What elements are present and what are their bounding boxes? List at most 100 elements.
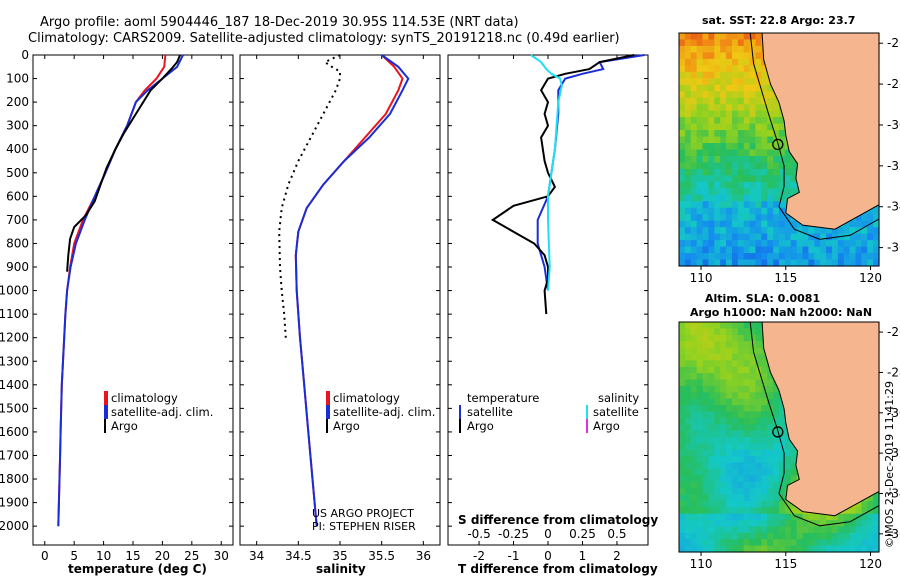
sla-cell — [731, 411, 739, 419]
sla-cell — [726, 347, 733, 355]
sst-cell — [720, 84, 727, 92]
sst-cell — [743, 162, 751, 170]
sla-cell — [726, 373, 733, 381]
sla-cell — [755, 424, 762, 432]
sst-cell — [773, 240, 780, 248]
depth-tick-label: 300 — [6, 119, 29, 133]
credit-line1: US ARGO PROJECT — [312, 507, 414, 520]
sla-cell — [743, 360, 751, 368]
sla-map-title-line2: Argo h1000: NaN h2000: NaN — [690, 306, 872, 319]
sla-cell — [714, 468, 721, 476]
sst-cell — [720, 65, 727, 73]
sst-cell — [690, 233, 698, 241]
sst-cell — [726, 143, 733, 151]
sla-cell — [696, 322, 704, 329]
sst-cell — [755, 220, 762, 228]
sst-cell — [708, 33, 715, 41]
sst-cell — [749, 143, 757, 151]
sst-cell — [731, 220, 739, 228]
sla-cell — [720, 488, 727, 496]
sla-cell — [749, 475, 757, 483]
sla-cell — [690, 398, 698, 406]
sla-cell — [790, 507, 798, 515]
sla-cell — [767, 398, 774, 406]
sst-cell — [796, 246, 804, 254]
sla-cell — [679, 373, 686, 381]
sst-cell — [702, 71, 710, 79]
sst-cell — [726, 45, 733, 54]
sst-cell — [755, 240, 762, 248]
sla-cell — [684, 456, 692, 464]
sla-cell — [767, 379, 774, 387]
sla-cell — [731, 507, 739, 515]
sst-cell — [702, 143, 710, 151]
sla-cell — [855, 507, 862, 515]
sla-cell — [684, 462, 692, 470]
sla-cell — [731, 322, 739, 329]
sla-cell — [743, 539, 751, 547]
sla-cell — [726, 366, 733, 374]
sst-cell — [737, 117, 745, 125]
sla-cell — [679, 430, 686, 438]
sst-cell — [731, 65, 739, 73]
sst-cell — [737, 91, 745, 99]
sst-cell — [696, 110, 704, 118]
sst-cell — [726, 227, 733, 235]
sst-cell — [731, 194, 739, 202]
sla-cell — [696, 494, 704, 502]
sla-cell — [708, 488, 715, 496]
sst-cell — [720, 58, 727, 66]
sst-cell — [726, 175, 733, 183]
sla-cell — [779, 456, 786, 464]
sst-cell — [726, 149, 733, 157]
sst-cell — [702, 201, 710, 209]
sla-cell — [849, 513, 857, 521]
sla-cell — [749, 520, 757, 528]
sla-cell — [714, 507, 721, 515]
sst-cell — [773, 162, 780, 170]
sla-cell — [790, 456, 798, 464]
x-tick-label: 35.5 — [368, 549, 395, 563]
sst-cell — [767, 91, 774, 99]
sla-cell — [779, 513, 786, 521]
sla-cell — [743, 366, 751, 374]
sst-cell — [714, 149, 721, 157]
map-sla-frame — [678, 321, 880, 553]
diff-legend-salinity-title: salinity — [598, 391, 639, 405]
sst-cell — [737, 220, 745, 228]
sla-cell — [708, 437, 715, 444]
sst-cell — [726, 253, 733, 261]
sla-cell — [720, 385, 727, 393]
sst-cell — [720, 149, 727, 157]
sla-cell — [684, 392, 692, 400]
sst-cell — [737, 123, 745, 131]
sla-cell — [767, 437, 774, 444]
sla-cell — [773, 545, 780, 553]
sla-cell — [749, 545, 757, 553]
sla-cell — [696, 379, 704, 387]
sst-cell — [679, 58, 686, 66]
sst-cell — [696, 259, 704, 267]
sla-cell — [855, 520, 862, 528]
lon-tick-label: 120 — [859, 271, 882, 285]
sla-cell — [702, 481, 710, 489]
sst-cell — [714, 143, 721, 151]
sst-cell — [714, 97, 721, 105]
sst-cell — [802, 227, 810, 235]
sst-cell — [702, 162, 710, 170]
sla-cell — [708, 347, 715, 355]
sla-cell — [708, 481, 715, 489]
sla-cell — [773, 398, 780, 406]
sla-cell — [796, 520, 804, 528]
sla-cell — [731, 341, 739, 349]
sst-cell — [755, 130, 762, 138]
sla-cell — [767, 526, 774, 534]
sla-cell — [737, 488, 745, 496]
sla-cell — [726, 411, 733, 419]
sla-cell — [790, 475, 798, 483]
sst-cell — [702, 240, 710, 248]
sla-cell — [855, 539, 862, 547]
sla-cell — [726, 500, 733, 508]
sst-cell — [726, 104, 733, 112]
sst-cell — [696, 188, 704, 196]
